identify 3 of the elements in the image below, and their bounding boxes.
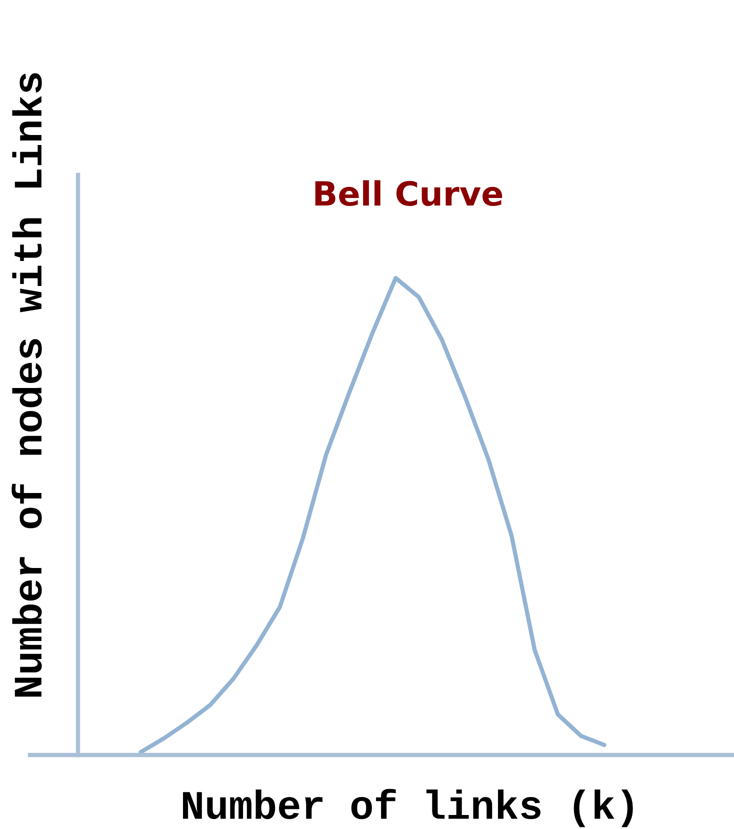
chart-title: Bell Curve [315,180,502,206]
y-axis-title: Number of nodes with Links [12,73,42,697]
x-axis-title: Number of links (k) [183,788,633,828]
